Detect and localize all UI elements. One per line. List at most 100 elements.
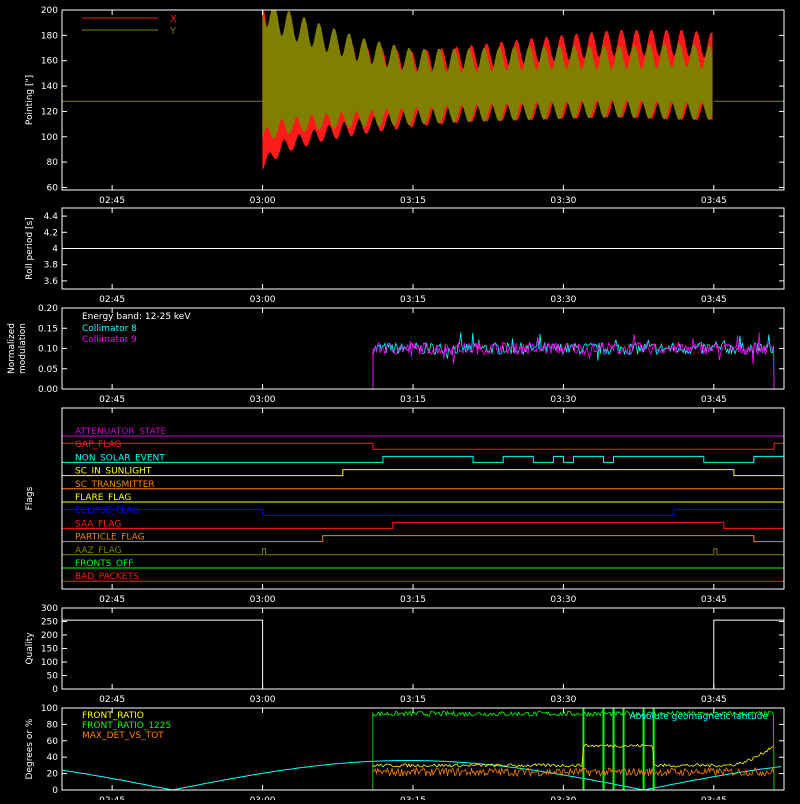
flags-xtick-label: 02:45: [99, 595, 125, 605]
modulation-xtick-label: 02:45: [99, 395, 125, 405]
modulation-ytick-label: 0.05: [38, 365, 58, 375]
pointing-xtick-label: 02:45: [99, 196, 125, 206]
modulation-energy-band: Energy band: 12-25 keV: [82, 312, 191, 322]
ratios-ylabel: Degrees or %: [25, 718, 35, 779]
flags-xtick-label: 03:00: [250, 595, 276, 605]
flag-label: NON_SOLAR_EVENT: [75, 453, 165, 463]
flag-label: GAP_FLAG: [75, 440, 121, 450]
pointing-ytick-label: 180: [41, 31, 58, 41]
modulation-ytick-label: 0.10: [38, 345, 58, 355]
pointing-ytick-label: 160: [41, 57, 58, 67]
modulation-ytick-label: 0.00: [38, 385, 58, 395]
ratios-right-label: Absolute geomagnetic latitude: [629, 712, 768, 722]
pointing-ytick-label: 140: [41, 82, 58, 92]
modulation-ylabel-2: modulation: [18, 323, 28, 374]
modulation-xtick-label: 03:30: [550, 395, 576, 405]
modulation-ytick-label: 0.15: [38, 324, 58, 334]
flags-frame: [61, 407, 785, 590]
quality-xtick-label: 02:45: [99, 695, 125, 705]
flag-label: ATTENUATOR_STATE: [75, 427, 167, 437]
modulation-series-collimator-8: [62, 332, 784, 390]
flag-label: PARTICLE_FLAG: [75, 533, 145, 543]
ratios-ytick-label: 80: [47, 720, 59, 730]
quality-ytick-label: 0: [52, 685, 58, 695]
ratios-ytick-label: 0: [52, 786, 58, 796]
ratios-front-ratio: [372, 743, 774, 768]
roll-period-ytick-label: 4.4: [44, 212, 59, 222]
quality-xtick-label: 03:45: [701, 695, 727, 705]
quality-ytick-label: 300: [41, 604, 58, 614]
ratios-frame: [61, 707, 785, 791]
modulation-xtick-label: 03:15: [400, 395, 426, 405]
modulation-xtick-label: 03:45: [701, 395, 727, 405]
ratios-xtick-label: 03:30: [550, 796, 576, 800]
pointing-ylabel: Pointing ["]: [25, 75, 35, 125]
pointing-xtick-label: 03:00: [250, 196, 276, 206]
flag-label: FLARE_FLAG: [75, 493, 131, 503]
flags-xtick-label: 03:30: [550, 595, 576, 605]
pointing-legend-label: X: [170, 14, 177, 25]
modulation-ylabel: Normalized: [7, 323, 17, 374]
flag-label: SC_IN_SUNLIGHT: [75, 467, 152, 477]
flag-label: SAA_FLAG: [75, 519, 121, 529]
quality-ytick-label: 250: [41, 618, 58, 628]
ratios-xtick-label: 03:45: [701, 796, 727, 800]
pointing-ytick-label: 60: [47, 183, 59, 193]
flag-line-sc-in-sunlight: [62, 469, 784, 477]
ratios-front-ratio-1225: [372, 710, 775, 791]
quality-xtick-label: 03:30: [550, 695, 576, 705]
roll-period-ytick-label: 4.2: [44, 228, 58, 238]
modulation-ytick-label: 0.20: [38, 304, 58, 314]
flag-label: AAZ_FLAG: [75, 546, 122, 556]
pointing-xtick-label: 03:15: [400, 196, 426, 206]
ratios-legend-label: FRONT_RATIO: [82, 711, 144, 721]
flag-line-saa-flag: [62, 521, 784, 529]
flags-xtick-label: 03:15: [400, 595, 426, 605]
flag-line-non-solar-event: [62, 455, 784, 463]
ratios-ytick-label: 100: [41, 704, 58, 714]
modulation-legend-label: Collimator 8: [82, 324, 137, 334]
flag-line-particle-flag: [62, 535, 784, 543]
roll-period-xtick-label: 03:00: [250, 295, 276, 305]
modulation-frame: [61, 307, 785, 390]
pointing-series-y: [262, 9, 713, 139]
flag-label: BAD_PACKETS: [75, 572, 139, 582]
roll-period-xtick-label: 03:45: [701, 295, 727, 305]
pointing-legend-label: Y: [169, 26, 177, 37]
roll-period-ytick-label: 3.8: [44, 261, 59, 271]
modulation-xtick-label: 03:00: [250, 395, 276, 405]
roll-period-xtick-label: 02:45: [99, 295, 125, 305]
modulation-legend-label: Collimator 9: [82, 335, 137, 345]
roll-period-frame: [61, 207, 785, 290]
ratios-xtick-label: 03:00: [250, 796, 276, 800]
flags-ylabel: Flags: [25, 486, 35, 510]
modulation-series-collimator-9: [62, 332, 784, 390]
flag-label: FRONTS_OFF: [75, 559, 133, 569]
quality-xtick-label: 03:00: [250, 695, 276, 705]
quality-xtick-label: 03:15: [400, 695, 426, 705]
roll-period-xtick-label: 03:15: [400, 295, 426, 305]
ratios-latitude-curve: [61, 760, 782, 791]
pointing-frame: [61, 9, 785, 191]
ratios-ytick-label: 20: [47, 770, 59, 780]
ratios-legend-label: FRONT_RATIO_1225: [82, 721, 171, 731]
flag-line-aaz-flag: [62, 548, 784, 556]
roll-period-ylabel: Roll period [s]: [25, 217, 35, 279]
quality-line: [62, 619, 784, 690]
pointing-ytick-label: 200: [41, 6, 58, 16]
ratios-ytick-label: 40: [47, 753, 59, 763]
quality-ytick-label: 100: [41, 658, 58, 668]
pointing-ytick-label: 120: [41, 107, 58, 117]
flag-label: ECLIPSE_FLAG: [75, 506, 139, 516]
ratios-xtick-label: 02:45: [99, 796, 125, 800]
roll-period-ytick-label: 3.6: [44, 277, 59, 287]
quality-ytick-label: 150: [41, 645, 58, 655]
roll-period-ytick-label: 4: [52, 245, 58, 255]
quality-ylabel: Quality: [25, 632, 35, 665]
quality-ytick-label: 200: [41, 631, 58, 641]
quality-ytick-label: 50: [47, 672, 59, 682]
flag-label: SC_TRANSMITTER: [75, 480, 155, 490]
quality-frame: [61, 607, 785, 690]
pointing-ytick-label: 100: [41, 133, 58, 143]
